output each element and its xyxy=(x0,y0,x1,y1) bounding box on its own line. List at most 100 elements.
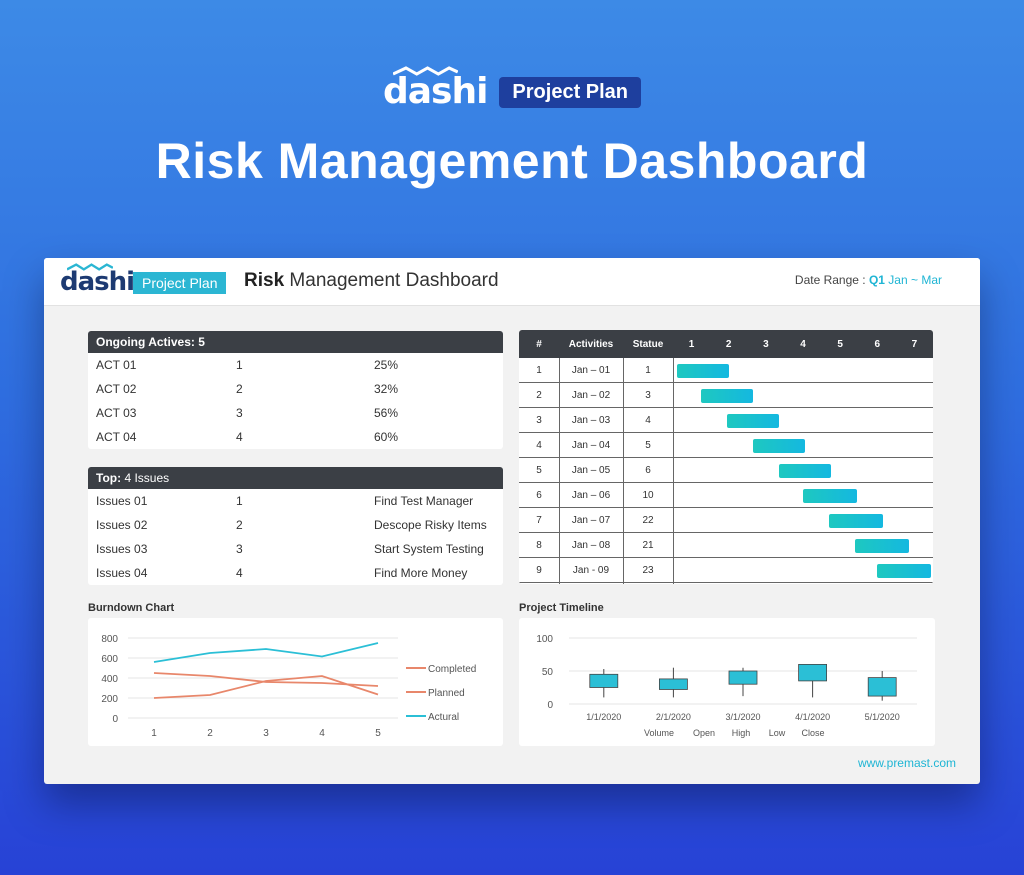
x-tick-label: 5 xyxy=(375,728,381,739)
hero-logo-text: dashi xyxy=(382,71,488,112)
date-range-quarter: Q1 xyxy=(868,273,885,287)
card-logo: dashi xyxy=(60,263,135,297)
x-tick-label: 4 xyxy=(319,728,325,739)
gantt-row-id: 2 xyxy=(536,390,542,401)
date-range-months: Jan ~ Mar xyxy=(884,273,942,287)
gantt-period-header: 4 xyxy=(800,339,806,350)
ongoing-actives-header: Ongoing Actives: 5 xyxy=(88,331,503,353)
y-tick-label: 800 xyxy=(101,634,118,645)
gantt-header-cell: Statue xyxy=(632,339,664,350)
top-issues-title-rest: 4 Issues xyxy=(121,471,170,485)
legend-label: High xyxy=(732,728,751,738)
row-value: Find More Money xyxy=(374,566,468,580)
gantt-row: 1 Jan – 01 1 xyxy=(519,358,933,383)
candle-body xyxy=(798,664,828,682)
x-tick-label: 2 xyxy=(207,728,213,739)
top-issues-title-bold: Top: xyxy=(96,471,122,485)
hero-badge: Project Plan xyxy=(499,76,642,108)
burndown-chart-box: 0 200 400 600 800 1 2 3 4 5 Completed Planned Actura… xyxy=(88,618,503,746)
gantt-row-id: 3 xyxy=(536,415,542,426)
dashboard-title: Risk Management Dashboard xyxy=(244,270,499,292)
gantt-row: 5 Jan – 05 6 xyxy=(519,458,933,483)
hero-title: Risk Management Dashboard xyxy=(155,133,869,189)
candle-body xyxy=(589,673,619,688)
ongoing-actives-title: Ongoing Actives: 5 xyxy=(96,335,205,349)
date-range: Date Range : Q1 Jan ~ Mar xyxy=(795,273,942,287)
series-line-planned xyxy=(153,675,379,699)
row-value: 60% xyxy=(374,430,399,444)
row-number: 3 xyxy=(236,406,243,420)
gantt-row-activity: Jan – 07 xyxy=(571,515,611,526)
gantt-header-cell: Activities xyxy=(568,339,614,350)
gantt-row-status: 5 xyxy=(645,440,651,451)
row-name: ACT 02 xyxy=(96,382,137,396)
y-tick-label: 50 xyxy=(542,667,554,678)
website-link[interactable]: www.premast.com xyxy=(857,756,956,770)
gantt-divider xyxy=(673,358,674,584)
gantt-divider xyxy=(623,358,624,584)
x-tick-label: 5/1/2020 xyxy=(865,712,900,722)
row-name: Issues 02 xyxy=(96,518,148,532)
row-number: 3 xyxy=(236,542,243,556)
burndown-chart: 0 200 400 600 800 1 2 3 4 5 Completed Planned Actura… xyxy=(101,634,476,739)
gantt-row-status: 10 xyxy=(642,490,654,501)
issue-row: Issues 04 4 Find More Money xyxy=(88,561,503,585)
gantt-row-status: 6 xyxy=(645,465,651,476)
gantt-table: # Activities Statue 1 2 3 4 5 6 7 1 Jan – 01 1 2 Jan … xyxy=(519,330,933,584)
legend-label: Low xyxy=(769,728,786,738)
legend-label: Planned xyxy=(428,688,465,699)
ongoing-actives-panel: Ongoing Actives: 5 ACT 01 1 25% ACT 02 2 32% A… xyxy=(88,331,503,449)
gantt-row-status: 3 xyxy=(645,390,651,401)
gantt-row-activity: Jan – 02 xyxy=(571,390,611,401)
row-name: ACT 01 xyxy=(96,358,137,372)
gantt-row: 6 Jan – 06 10 xyxy=(519,483,933,508)
x-tick-label: 3 xyxy=(263,728,269,739)
y-tick-label: 100 xyxy=(536,634,553,645)
series-line-completed xyxy=(153,672,379,687)
gantt-row: 8 Jan – 08 21 xyxy=(519,533,933,558)
series-line-actural xyxy=(153,642,379,663)
gantt-row: 7 Jan – 07 22 xyxy=(519,508,933,533)
dashboard-header: dashi Project Plan Risk Management Dashb… xyxy=(44,258,980,306)
candle-body xyxy=(728,670,758,685)
x-tick-label: 1/1/2020 xyxy=(586,712,621,722)
hero-brand: dashi Project Plan xyxy=(0,66,1024,112)
x-tick-label: 2/1/2020 xyxy=(656,712,691,722)
gantt-bar xyxy=(778,464,831,478)
issue-row: Issues 03 3 Start System Testing xyxy=(88,537,503,561)
gantt-row-id: 1 xyxy=(536,365,542,376)
gantt-row-status: 4 xyxy=(645,415,651,426)
gantt-row-status: 1 xyxy=(645,365,651,376)
row-name: Issues 01 xyxy=(96,494,148,508)
gantt-row-status: 21 xyxy=(642,540,654,551)
gantt-row-activity: Jan - 09 xyxy=(572,565,610,576)
legend-label: Volume xyxy=(644,728,674,738)
x-tick-label: 1 xyxy=(151,728,157,739)
row-value: Descope Risky Items xyxy=(374,518,487,532)
legend-label: Actural xyxy=(428,712,459,723)
row-value: Start System Testing xyxy=(374,542,484,556)
row-value: Find Test Manager xyxy=(374,494,474,508)
x-tick-label: 3/1/2020 xyxy=(725,712,760,722)
title-bold: Risk xyxy=(244,270,285,291)
issue-row: Issues 02 2 Descope Risky Items xyxy=(88,513,503,537)
gantt-bar xyxy=(752,439,805,453)
y-tick-label: 400 xyxy=(101,674,118,685)
gantt-row: 3 Jan – 03 4 xyxy=(519,408,933,433)
project-timeline-title: Project Timeline xyxy=(519,602,604,614)
gantt-period-header: 3 xyxy=(763,339,769,350)
card-logo-wave-icon xyxy=(67,263,114,271)
gantt-row-activity: Jan – 04 xyxy=(571,440,611,451)
row-value: 25% xyxy=(374,358,399,372)
project-timeline-box: 0 50 100 1/1/2020 2/1/2020 3/1/2020 4/1/2020 5/… xyxy=(519,618,935,746)
ongoing-row: ACT 01 1 25% xyxy=(88,353,503,377)
ongoing-row: ACT 03 3 56% xyxy=(88,401,503,425)
project-timeline-chart: 0 50 100 1/1/2020 2/1/2020 3/1/2020 4/1/2020 5/… xyxy=(536,634,917,738)
row-name: ACT 03 xyxy=(96,406,137,420)
row-name: Issues 04 xyxy=(96,566,148,580)
gantt-row-activity: Jan – 06 xyxy=(571,490,611,501)
gantt-row: 9 Jan - 09 23 xyxy=(519,558,933,583)
legend-label: Open xyxy=(693,728,715,738)
legend-label: Close xyxy=(801,728,824,738)
row-number: 1 xyxy=(236,494,243,508)
